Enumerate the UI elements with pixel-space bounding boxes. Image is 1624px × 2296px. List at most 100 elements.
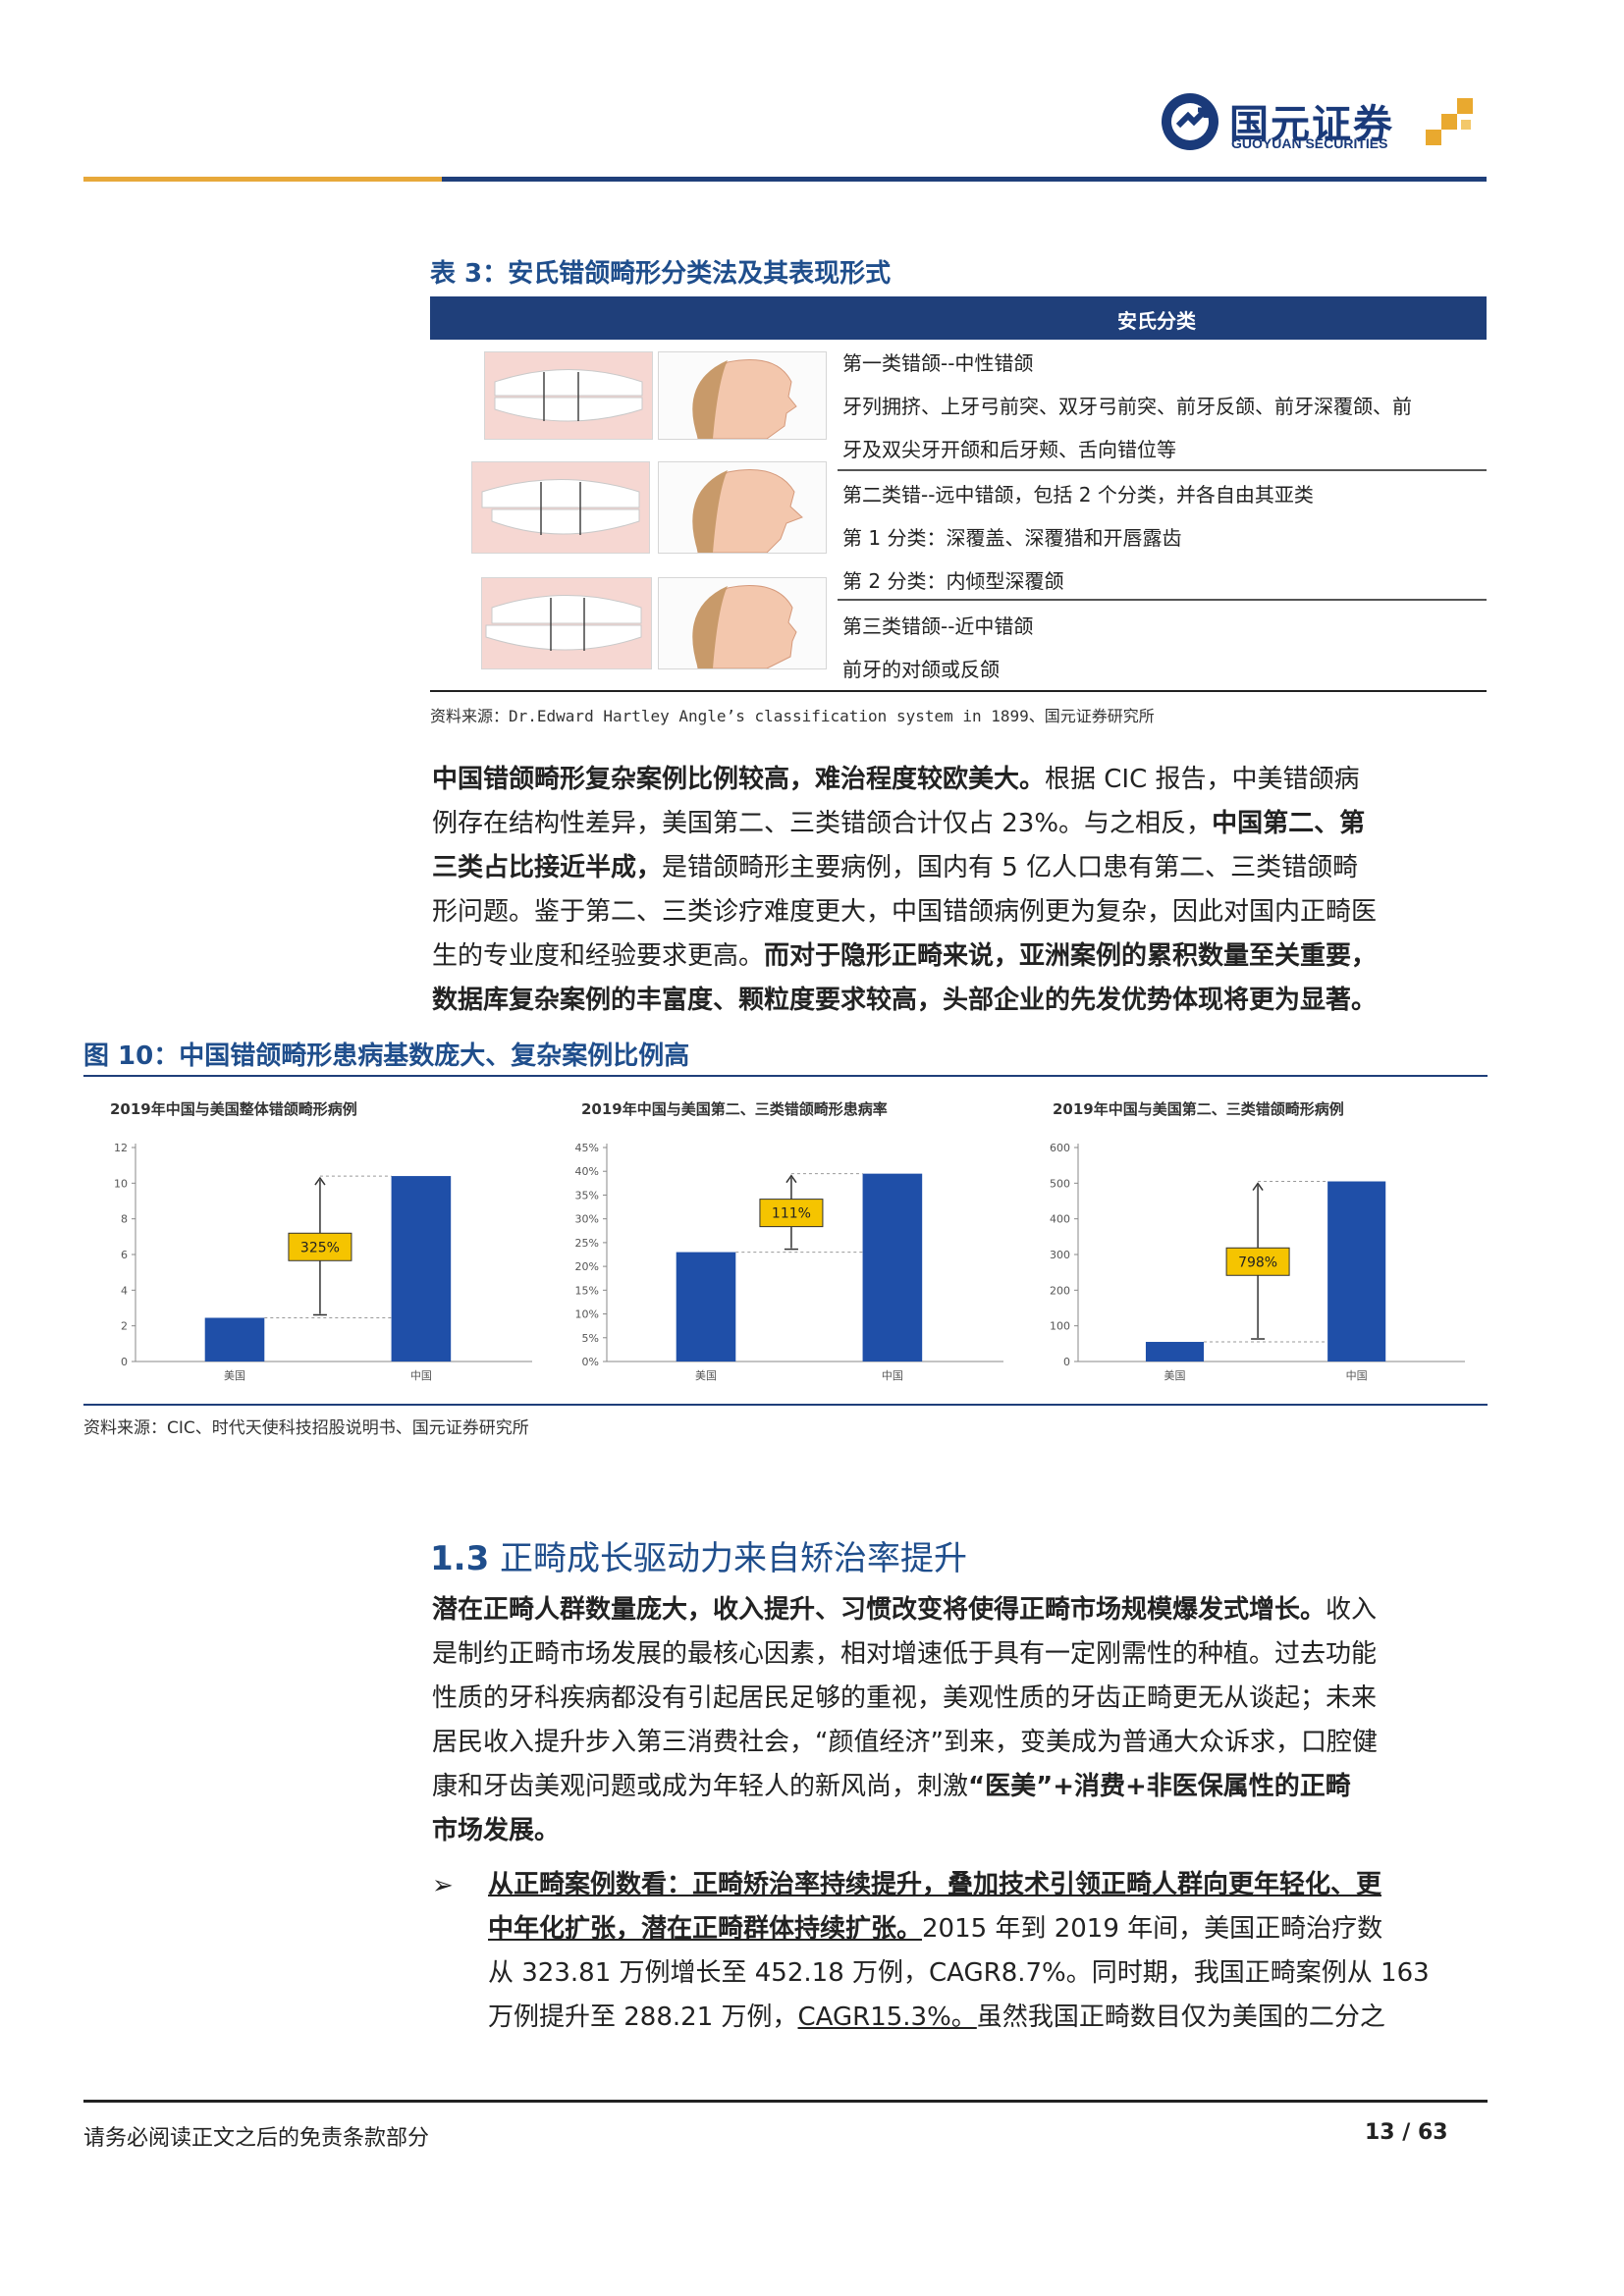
y-tick-label: 6 (121, 1249, 128, 1261)
growth-badge (1225, 1247, 1290, 1276)
para2-bold-6: 市场发展。 (432, 1816, 561, 1845)
y-tick-label: 5% (582, 1332, 599, 1345)
table-bottom-rule (430, 690, 1487, 692)
y-tick-label: 0% (582, 1356, 599, 1368)
growth-badge-label: 325% (300, 1240, 340, 1255)
y-tick-label: 0 (1063, 1356, 1070, 1368)
figure-source: 资料来源：CIC、时代天使科技招股说明书、国元证券研究所 (83, 1418, 529, 1438)
y-tick-label: 2 (121, 1320, 128, 1333)
y-tick-label: 15% (575, 1284, 599, 1297)
chart-title: 2019年中国与美国第二、三类错颌畸形患病率 (581, 1100, 888, 1118)
figure-bottom-rule (83, 1404, 1488, 1406)
para1-bold-3: 三类占比接近半成， (432, 853, 663, 882)
y-tick-label: 10 (114, 1177, 128, 1190)
face-profile-icon (659, 352, 826, 440)
teeth-illustration-icon (472, 462, 649, 553)
para1-text-4: 形问题。鉴于第二、三类诊疗难度更大，中国错颌病例更为复杂，因此对国内正畸医 (432, 897, 1378, 927)
table-row-divider (838, 599, 1487, 601)
y-tick-label: 4 (121, 1284, 128, 1297)
x-tick-label: 美国 (1164, 1369, 1186, 1382)
table-header-label: 安氏分类 (1117, 309, 1196, 333)
teeth-class3-image (481, 577, 652, 669)
page-number: 13 / 63 (1365, 2120, 1448, 2145)
table-row3-line2: 前牙的对颌或反颌 (842, 658, 1000, 681)
x-tick-label: 美国 (224, 1369, 245, 1382)
para1-bold-1: 中国错颌畸形复杂案例比例较高，难治程度较欧美大。 (432, 765, 1046, 794)
paragraph-malocclusion: 中国错颌畸形复杂案例比例较高，难治程度较欧美大。根据 CIC 报告，中美错颌病 … (432, 758, 1487, 1023)
chart-title: 2019年中国与美国第二、三类错颌畸形病例 (1053, 1100, 1344, 1118)
para1-bold-5: 而对于隐形正畸来说，亚洲案例的累积数量至关重要， (764, 941, 1378, 971)
logo-chinese-text: 国元证券 (1229, 102, 1394, 147)
table-source: 资料来源：Dr.Edward Hartley Angle’s classific… (430, 707, 1155, 725)
para2-text-2: 是制约正畸市场发展的最核心因素，相对增速低于具有一定刚需性的种植。过去功能 (432, 1639, 1378, 1669)
y-tick-label: 400 (1050, 1213, 1070, 1226)
chart-class23-cases: 2019年中国与美国第二、三类错颌畸形病例 0 100 200 300 400 500 600… (1031, 1087, 1485, 1397)
bullet-underlined-4: CAGR15.3%。 (797, 2002, 977, 2032)
para2-bold-5: “医美”+消费+非医保属性的正畸 (968, 1772, 1351, 1801)
bullet-text-4-end: 虽然我国正畸数目仅为美国的二分之 (976, 2002, 1385, 2032)
x-tick-label: 美国 (695, 1369, 717, 1382)
teeth-illustration-icon (485, 352, 652, 439)
y-tick-label: 25% (575, 1237, 599, 1250)
y-tick-label: 35% (575, 1189, 599, 1201)
growth-badge-label: 111% (772, 1206, 811, 1222)
table-row2-line2: 第 1 分类：深覆盖、深覆猎和开唇露齿 (842, 526, 1182, 550)
para2-text-1: 收入 (1326, 1595, 1378, 1625)
face-profile-icon (659, 462, 826, 554)
y-tick-label: 300 (1050, 1249, 1070, 1261)
x-tick-label: 中国 (882, 1369, 903, 1382)
bar-usa (676, 1252, 736, 1362)
bar-usa (204, 1317, 265, 1362)
profile-class1-image (658, 351, 827, 440)
para2-bold-1: 潜在正畸人群数量庞大，收入提升、习惯改变将使得正畸市场规模爆发式增长。 (432, 1595, 1326, 1625)
para1-bold-2: 中国第二、第 (1212, 809, 1366, 838)
gold-squares-icon (1426, 98, 1473, 145)
table-row3-line1: 第三类错颌--近中错颌 (842, 614, 1034, 638)
para2-text-4: 居民收入提升步入第三消费社会，“颜值经济”到来，变美成为普通大众诉求，口腔健 (432, 1728, 1378, 1757)
table-row2-line1: 第二类错--远中错颌，包括 2 个分类，并各自由其亚类 (842, 483, 1314, 507)
y-tick-label: 8 (121, 1213, 128, 1226)
y-tick-label: 600 (1050, 1142, 1070, 1154)
bullet-paragraph: 从正畸案例数看：正畸矫治率持续提升，叠加技术引领正畸人群向更年轻化、更 中年化扩… (488, 1863, 1487, 2040)
y-tick-label: 100 (1050, 1320, 1070, 1333)
bullet-bold-2: 中年化扩张，潜在正畸群体持续扩张。 (488, 1914, 923, 1944)
growth-badge (288, 1232, 352, 1261)
footer-disclaimer: 请务必阅读正文之后的免责条款部分 (83, 2126, 430, 2151)
table-row1-line3: 牙及双尖牙开颌和后牙颊、舌向错位等 (842, 438, 1176, 461)
y-tick-label: 30% (575, 1213, 599, 1226)
bullet-bold-1: 从正畸案例数看：正畸矫治率持续提升，叠加技术引领正畸人群向更年轻化、更 (488, 1870, 1382, 1899)
para1-bold-6: 数据库复杂案例的丰富度、颗粒度要求较高，头部企业的先发优势体现将更为显著。 (432, 986, 1378, 1015)
profile-class2-image (658, 461, 827, 554)
para1-text-3: 是错颌畸形主要病例，国内有 5 亿人口患有第二、三类错颌畸 (662, 853, 1359, 882)
teeth-illustration-icon (482, 578, 651, 668)
arrow-head-up-icon (314, 1176, 326, 1186)
profile-class3-image (658, 577, 827, 669)
company-logo: 国元证券 GUOYUAN SECURITIES (1159, 90, 1483, 159)
paragraph-growth-drivers: 潜在正畸人群数量庞大，收入提升、习惯改变将使得正畸市场规模爆发式增长。收入 是制… (432, 1588, 1487, 1853)
y-tick-label: 0 (121, 1356, 128, 1368)
chart-class23-prevalence: 2019年中国与美国第二、三类错颌畸形患病率 0% 5% 10% 15% 20% 25% 30… (560, 1087, 1023, 1397)
y-tick-label: 12 (114, 1142, 128, 1154)
section-number: 1.3 (430, 1539, 490, 1578)
para1-text-2: 例存在结构性差异，美国第二、三类错颌合计仅占 23%。与之相反， (432, 809, 1213, 838)
growth-badge-label: 798% (1238, 1255, 1277, 1270)
arrow-head-up-icon (1252, 1182, 1264, 1191)
bullet-text-3: 从 323.81 万例增长至 452.18 万例，CAGR8.7%。同时期，我国… (488, 1958, 1430, 1988)
bar-china (862, 1173, 923, 1362)
logo-english-text: GUOYUAN SECURITIES (1231, 135, 1388, 151)
figure-top-rule (83, 1075, 1488, 1077)
section-title-text: 正畸成长驱动力来自矫治率提升 (500, 1539, 968, 1578)
bullet-text-2: 2015 年到 2019 年间，美国正畸治疗数 (922, 1914, 1383, 1944)
para1-text-1: 根据 CIC 报告，中美错颌病 (1045, 765, 1360, 794)
bar-china (391, 1176, 452, 1362)
table-row-divider (838, 469, 1487, 471)
chart-title: 2019年中国与美国整体错颌畸形病例 (110, 1100, 357, 1118)
x-tick-label: 中国 (1346, 1369, 1368, 1382)
bullet-arrow-icon: ➢ (432, 1871, 454, 1900)
teeth-class2-image (471, 461, 650, 554)
bar-china (1327, 1181, 1386, 1362)
figure-title: 图 10：中国错颌畸形患病基数庞大、复杂案例比例高 (83, 1041, 690, 1071)
y-tick-label: 200 (1050, 1284, 1070, 1297)
para2-text-5: 康和牙齿美观问题或成为年轻人的新风尚，刺激 (432, 1772, 969, 1801)
x-tick-label: 中国 (410, 1369, 432, 1382)
